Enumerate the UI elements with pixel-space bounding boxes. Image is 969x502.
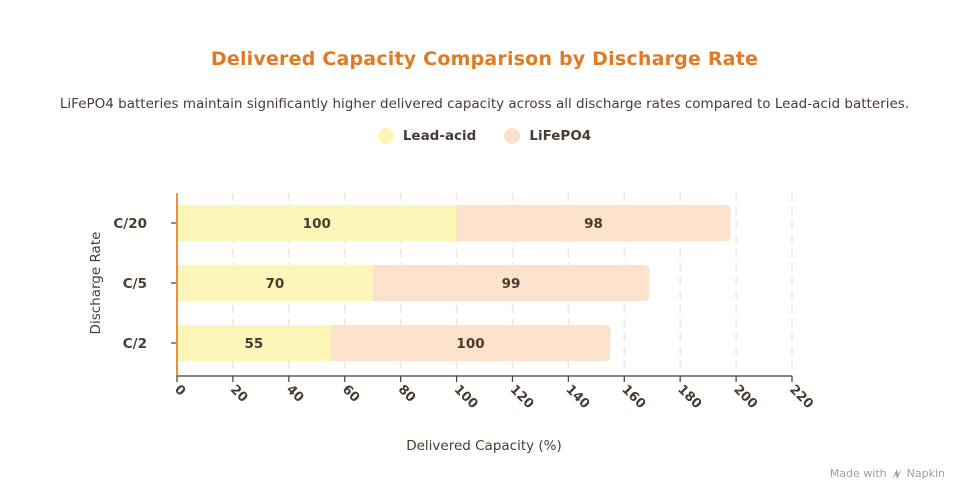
legend-item-lifepo4: LiFePO4 (504, 128, 591, 144)
watermark: Made with Napkin (830, 467, 945, 480)
legend-swatch-lead-acid (377, 128, 394, 144)
x-tick-label: 60 (339, 382, 362, 405)
x-tick-label: 180 (674, 382, 704, 412)
y-tick-label: C/5 (123, 276, 147, 292)
x-tick-label: 0 (171, 382, 188, 399)
legend-swatch-lifepo4 (504, 128, 521, 144)
x-tick-label: 40 (283, 382, 306, 405)
y-tick-label: C/20 (113, 216, 147, 232)
bar-value-label: 98 (584, 216, 603, 232)
chart-title: Delivered Capacity Comparison by Dischar… (210, 48, 759, 70)
x-tick-label: 120 (507, 382, 537, 412)
x-tick-label: 20 (227, 382, 250, 405)
legend-label-lifepo4: LiFePO4 (529, 128, 592, 144)
bars: 100 98 70 99 55 100 (177, 205, 731, 361)
x-tick-label: 160 (618, 382, 648, 412)
watermark-prefix: Made with (829, 467, 887, 480)
y-tick-label: C/2 (123, 336, 147, 352)
legend-label-lead-acid: Lead-acid (402, 128, 477, 144)
bar-lead-acid (177, 325, 331, 361)
bar-lead-acid (177, 265, 373, 301)
bar-value-label: 100 (303, 216, 331, 232)
chart-subtitle: LiFePO4 batteries maintain significantly… (59, 96, 910, 112)
x-tick-label: 220 (786, 382, 816, 412)
bar-value-label: 55 (244, 336, 263, 352)
x-tick-label: 200 (730, 382, 760, 412)
bar-lifepo4 (456, 205, 731, 241)
bar-value-label: 70 (265, 276, 284, 292)
x-tick-label: 140 (563, 382, 593, 412)
watermark-brand: Napkin (906, 467, 945, 480)
bar-lead-acid (177, 205, 457, 241)
legend-item-lead-acid: Lead-acid (377, 128, 477, 144)
bar-lifepo4 (330, 325, 611, 361)
bar-value-label: 100 (456, 336, 484, 352)
legend: Lead-acid LiFePO4 (0, 128, 969, 144)
x-tick-label: 80 (395, 382, 418, 405)
napkin-logo-icon (891, 468, 902, 479)
x-tick-label: 100 (451, 382, 481, 412)
bar-lifepo4 (372, 265, 650, 301)
x-axis-label: Delivered Capacity (%) (406, 438, 562, 454)
y-axis-label: Discharge Rate (88, 232, 104, 335)
bar-value-label: 99 (502, 276, 521, 292)
